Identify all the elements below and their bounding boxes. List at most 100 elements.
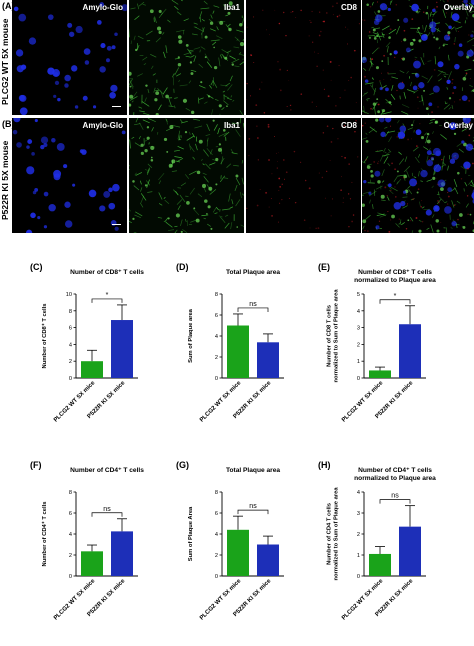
microglia-cell (239, 23, 243, 27)
plaque (374, 170, 381, 177)
microglia-process (165, 118, 168, 122)
microglia-cell (462, 225, 466, 229)
cd8-signal (396, 136, 399, 138)
microglia-process (177, 145, 184, 150)
plaque (437, 179, 446, 188)
cd8-signal (469, 78, 471, 80)
microglia-process (242, 122, 244, 129)
microglia-process (186, 135, 195, 141)
cd8-signal (278, 22, 281, 25)
plaque (84, 60, 90, 65)
microglia-process (176, 199, 183, 205)
microglia-process (456, 200, 461, 204)
y-axis-label: normalized to Sum of Plaque area (334, 487, 340, 581)
cd8-signal (329, 60, 332, 63)
microglia-process (171, 124, 181, 128)
cd8-signal (420, 206, 422, 208)
microglia-cell (212, 119, 215, 122)
microglia-process (377, 212, 387, 217)
microglia-cell (218, 143, 221, 146)
scale-bar (112, 223, 121, 225)
microglia-process (438, 78, 442, 82)
microglia-process (234, 184, 238, 191)
microglia-process (383, 147, 386, 153)
microglia-cell (459, 213, 463, 217)
plaque (108, 202, 116, 210)
cd8-signal (369, 5, 372, 8)
micrograph (12, 118, 127, 233)
microglia-cell (140, 143, 144, 147)
plaque (121, 130, 126, 135)
micrograph (362, 0, 474, 115)
microglia-process (429, 11, 432, 17)
microglia-cell (235, 174, 239, 178)
microglia-process (174, 105, 176, 109)
chart-svg: (F) Number of CD4⁺ T cells 0 2 4 6 8 Number of … (30, 460, 144, 622)
cd8-signal (271, 173, 273, 175)
significance-label: ns (391, 493, 399, 500)
microglia-process (371, 47, 379, 55)
plaque (470, 0, 474, 6)
bar (369, 370, 391, 378)
microglia-process (172, 73, 175, 78)
microglia-process (427, 60, 432, 62)
microglia-process (362, 161, 366, 164)
cd8-signal (316, 106, 318, 107)
cd8-signal (337, 138, 339, 140)
microglia-process (235, 129, 241, 137)
microglia-process (399, 70, 405, 74)
cd8-signal (249, 95, 252, 97)
microglia-process (206, 148, 213, 156)
microglia-process (214, 98, 219, 101)
cd8-signal (438, 202, 440, 204)
microglia-cell (144, 184, 148, 187)
microglia-process (212, 79, 218, 88)
cd8-signal (285, 35, 287, 37)
plaque (12, 129, 18, 135)
microglia-process (407, 185, 411, 189)
microglia-cell (457, 171, 460, 175)
microglia-process (220, 84, 228, 87)
cd8-signal (389, 79, 391, 81)
plaque (54, 80, 60, 86)
plaque (34, 187, 39, 192)
plaque (448, 25, 452, 29)
microglia-process (363, 92, 368, 95)
microglia-process (216, 26, 219, 31)
microglia-process (229, 75, 233, 82)
plaque (16, 65, 24, 73)
cd8-signal (406, 203, 409, 205)
microglia-process (440, 134, 448, 140)
microglia-process (133, 35, 136, 41)
cd8-signal (357, 156, 359, 158)
cd8-signal (415, 217, 418, 219)
cd8-signal (344, 26, 347, 28)
microglia-process (131, 100, 134, 103)
microglia-cell (154, 98, 158, 102)
microglia-process (168, 97, 172, 107)
cd8-signal (393, 56, 396, 59)
microglia-cell (227, 11, 231, 15)
microglia-process (222, 208, 231, 211)
microglia-process (427, 113, 429, 115)
microglia-process (402, 205, 408, 209)
microglia-process (188, 143, 192, 151)
microglia-process (203, 149, 209, 157)
chart-title: Total Plaque area (226, 467, 280, 474)
cd8-signal (309, 20, 311, 21)
cd8-signal (314, 51, 315, 53)
cd8-signal (317, 52, 319, 54)
microglia-process (200, 46, 206, 50)
cd8-signal (435, 1, 438, 4)
cd8-signal (378, 160, 379, 162)
microglia-process (381, 169, 385, 177)
microglia-process (146, 168, 150, 176)
plaque (106, 58, 110, 63)
cd8-signal (329, 159, 331, 161)
microglia-process (200, 27, 205, 35)
microglia-process (381, 180, 385, 183)
microglia-process (137, 35, 144, 40)
plaque (411, 3, 419, 12)
microglia-process (193, 55, 197, 62)
cd8-signal (417, 107, 419, 109)
